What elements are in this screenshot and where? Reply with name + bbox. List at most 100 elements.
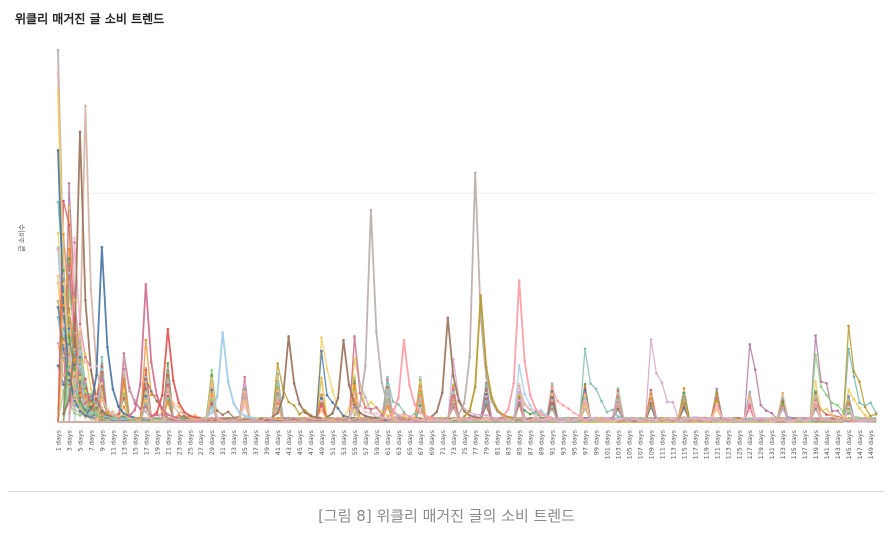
data-point <box>473 385 477 389</box>
data-point <box>386 376 389 380</box>
data-point <box>353 391 356 394</box>
data-point <box>155 394 159 397</box>
figure-caption: [그림 8] 위클리 매거진 글의 소비 트렌드 <box>318 507 575 525</box>
x-tick-label: 5 days <box>77 429 85 451</box>
data-point <box>814 405 817 409</box>
data-point <box>78 330 82 333</box>
series-line <box>58 237 877 423</box>
series-lines <box>57 49 877 423</box>
data-point <box>84 414 87 418</box>
data-point <box>111 388 115 391</box>
data-point <box>243 414 246 418</box>
data-point <box>320 403 323 407</box>
data-point <box>56 316 60 319</box>
data-point <box>863 414 867 417</box>
data-point <box>117 405 120 408</box>
data-point <box>84 389 87 393</box>
data-point <box>484 397 488 401</box>
data-point <box>67 313 71 317</box>
data-point <box>62 374 65 377</box>
data-point <box>100 372 104 376</box>
data-point <box>682 396 686 400</box>
data-point <box>298 413 301 416</box>
data-point <box>397 414 400 418</box>
data-point <box>287 335 290 338</box>
data-point <box>550 390 554 394</box>
series-line <box>57 200 877 423</box>
data-point <box>150 390 153 393</box>
data-point <box>56 89 60 93</box>
data-point <box>869 414 872 418</box>
data-point <box>84 408 87 412</box>
data-point <box>166 392 170 395</box>
data-point <box>550 394 554 397</box>
data-point <box>506 408 510 412</box>
data-point <box>122 405 126 408</box>
data-point <box>484 414 488 417</box>
data-point <box>452 357 455 361</box>
x-tick-label: 127 days <box>746 429 754 459</box>
data-point <box>369 208 373 212</box>
data-point <box>166 397 170 400</box>
x-tick-label: 145 days <box>845 429 853 459</box>
data-point <box>78 369 82 372</box>
data-point <box>452 396 455 399</box>
data-point <box>386 394 389 398</box>
data-point <box>73 363 76 367</box>
data-point <box>73 385 76 388</box>
data-point <box>78 322 82 326</box>
x-tick-label: 63 days <box>395 429 403 455</box>
data-point <box>62 279 65 282</box>
data-point <box>369 407 373 411</box>
data-point <box>62 338 65 341</box>
data-point <box>534 412 537 415</box>
data-point <box>67 271 71 275</box>
data-point <box>748 398 751 402</box>
data-point <box>320 408 323 412</box>
data-point <box>616 393 620 396</box>
data-point <box>100 409 104 412</box>
data-point <box>100 365 104 368</box>
data-point <box>375 406 378 409</box>
data-point <box>386 378 389 382</box>
series-line <box>271 335 322 419</box>
data-point <box>62 332 65 336</box>
data-point <box>391 414 395 418</box>
data-point <box>144 410 148 413</box>
series-line <box>57 279 877 423</box>
data-point <box>78 339 82 342</box>
data-point <box>419 400 422 404</box>
data-point <box>62 354 65 358</box>
data-point <box>67 206 71 210</box>
data-point <box>479 315 483 319</box>
data-point <box>67 247 71 251</box>
data-point <box>336 407 340 410</box>
data-point <box>353 395 356 398</box>
data-point <box>276 392 279 396</box>
data-point <box>73 375 76 379</box>
data-point <box>814 334 817 337</box>
data-point <box>814 391 817 395</box>
data-point <box>863 405 867 409</box>
x-tick-label: 75 days <box>461 429 469 455</box>
series-line <box>57 282 877 423</box>
data-point <box>550 398 554 402</box>
data-point <box>67 359 71 362</box>
data-point <box>287 400 290 404</box>
data-point <box>309 414 312 418</box>
data-point <box>166 400 170 404</box>
data-point <box>419 391 422 395</box>
data-point <box>210 405 213 409</box>
data-point <box>419 384 422 388</box>
data-point <box>62 347 65 351</box>
data-point <box>452 393 455 397</box>
data-point <box>616 404 620 408</box>
data-point <box>89 414 93 417</box>
data-point <box>144 366 148 370</box>
data-point <box>539 413 543 416</box>
data-point <box>56 274 60 278</box>
data-point <box>78 356 82 359</box>
data-point <box>402 414 406 418</box>
data-point <box>517 403 521 406</box>
data-point <box>847 405 850 409</box>
